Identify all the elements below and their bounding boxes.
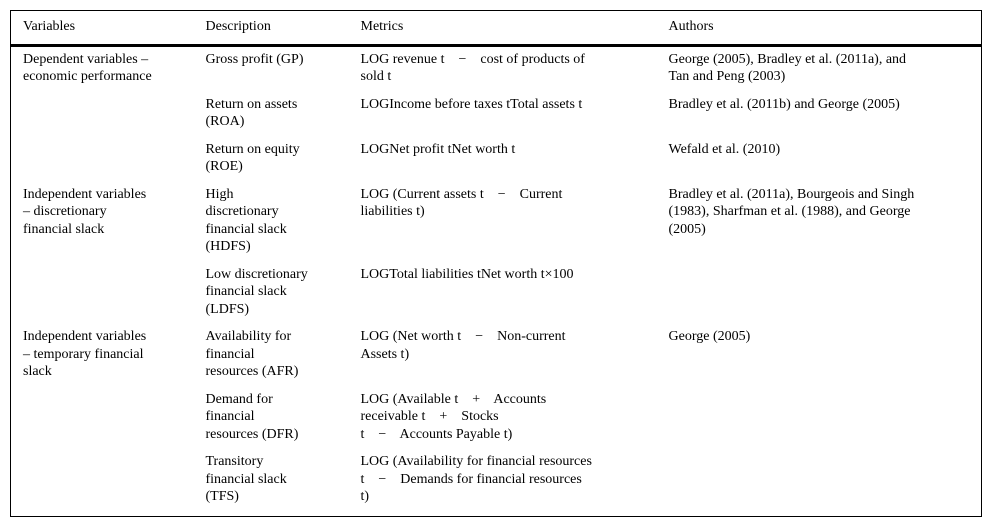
authors-cell — [657, 453, 982, 516]
table-body: Dependent variables – economic performan… — [11, 45, 982, 516]
authors-cell: Wefald et al. (2010) — [668, 141, 781, 157]
variable-cell — [11, 141, 194, 186]
metrics-cell: LOGNet profit tNet worth t — [360, 141, 516, 157]
header-row: Variables Description Metrics Authors — [10, 10, 982, 47]
table-row: Independent variables – temporary financ… — [11, 328, 982, 391]
column-header-description: Description — [193, 10, 349, 47]
table-row: Independent variables – discretionary fi… — [11, 186, 982, 266]
variable-cell: Dependent variables – economic performan… — [23, 51, 152, 85]
table-row: Return on assets (ROA) LOGIncome before … — [11, 96, 982, 141]
description-cell: Availability for financial resources (AF… — [205, 329, 299, 379]
metrics-cell: LOG (Availability for financial resource… — [360, 454, 592, 504]
table-row: Low discretionary financial slack (LDFS)… — [11, 266, 982, 329]
variable-cell — [11, 391, 194, 454]
table-row: Transitory financial slack (TFS) LOG (Av… — [11, 453, 982, 516]
authors-cell — [657, 391, 982, 454]
description-cell: Transitory financial slack (TFS) — [205, 454, 287, 504]
authors-cell: Bradley et al. (2011b) and George (2005) — [668, 96, 900, 112]
metrics-cell: LOGTotal liabilities tNet worth t×100 — [360, 266, 574, 282]
metrics-cell: LOG (Current assets t − Current liabilit… — [360, 186, 563, 220]
variable-cell: Independent variables – discretionary fi… — [23, 186, 147, 237]
column-header-metrics: Metrics — [348, 10, 657, 47]
authors-cell: Bradley et al. (2011a), Bourgeois and Si… — [668, 186, 915, 237]
description-cell: Gross profit (GP) — [205, 51, 304, 67]
variable-cell — [11, 266, 194, 329]
metrics-cell: LOG revenue t − cost of products of sold… — [360, 51, 585, 85]
variable-cell — [11, 453, 194, 516]
table-row: Demand for financial resources (DFR) LOG… — [11, 391, 982, 454]
table-row: Return on equity (ROE) LOGNet profit tNe… — [11, 141, 982, 186]
column-header-authors: Authors — [656, 10, 982, 47]
description-cell: Demand for financial resources (DFR) — [205, 391, 299, 442]
description-cell: Low discretionary financial slack (LDFS) — [205, 266, 308, 317]
variable-cell — [11, 96, 194, 141]
column-header-variables: Variables — [10, 10, 194, 47]
description-cell: High discretionary financial slack (HDFS… — [205, 186, 287, 255]
description-cell: Return on assets (ROA) — [205, 96, 298, 130]
table-header: Variables Description Metrics Authors — [10, 10, 982, 47]
authors-cell — [657, 266, 982, 329]
metrics-cell: LOG (Net worth t − Non-current Assets t) — [360, 329, 566, 362]
authors-cell: George (2005) — [668, 329, 751, 344]
variables-metrics-table: Variables Description Metrics Authors De… — [10, 10, 982, 517]
variable-cell: Independent variables – temporary financ… — [23, 329, 147, 379]
metrics-cell: LOG (Available t + Accounts receivable t… — [360, 391, 547, 442]
metrics-cell: LOGIncome before taxes tTotal assets t — [360, 96, 583, 112]
table-row: Dependent variables – economic performan… — [11, 45, 982, 96]
description-cell: Return on equity (ROE) — [205, 141, 300, 175]
authors-cell: George (2005), Bradley et al. (2011a), a… — [668, 51, 907, 85]
